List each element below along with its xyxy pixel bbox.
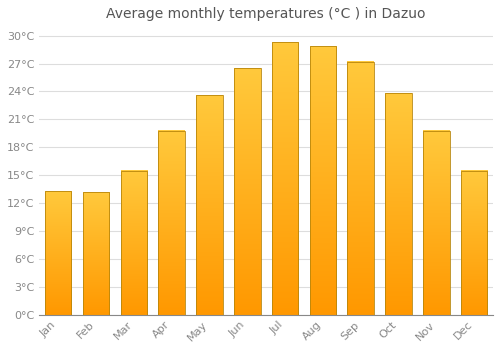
Bar (120, 170, 147, 315)
Bar (83, 192, 110, 315)
Title: Average monthly temperatures (°C ) in Dazuo: Average monthly temperatures (°C ) in Da… (106, 7, 426, 21)
Bar (310, 46, 336, 315)
Bar (45, 191, 72, 315)
Bar (158, 131, 185, 315)
Bar (423, 131, 450, 315)
Bar (386, 93, 412, 315)
Bar (348, 62, 374, 315)
Bar (234, 68, 260, 315)
Bar (196, 95, 222, 315)
Bar (461, 170, 487, 315)
Bar (272, 42, 298, 315)
